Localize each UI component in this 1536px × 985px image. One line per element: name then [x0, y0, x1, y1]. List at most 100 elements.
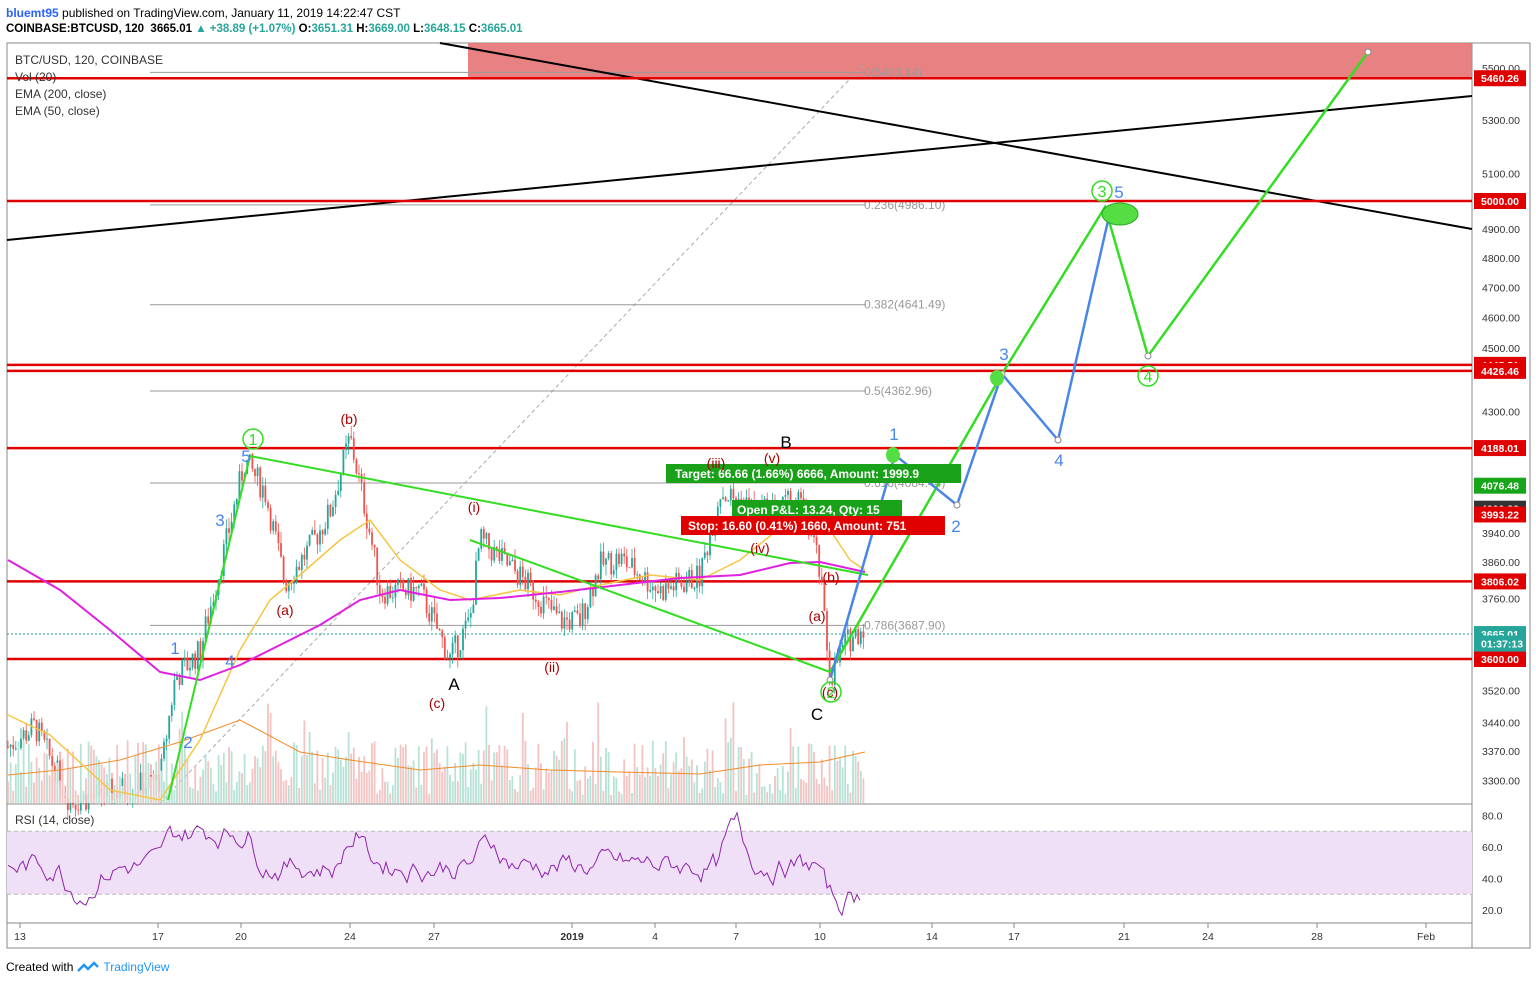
- wave-label: 5: [1114, 183, 1123, 202]
- brand-name[interactable]: TradingView: [103, 960, 170, 974]
- ema200-line: [7, 559, 866, 682]
- volume-bar: [735, 791, 737, 803]
- volume-bar: [729, 737, 732, 803]
- volume-bar: [651, 740, 654, 803]
- volume-bar: [332, 772, 334, 803]
- volume-bar: [48, 775, 51, 803]
- wave-label: (i): [468, 499, 480, 515]
- candle-body: [485, 533, 488, 539]
- candle-body: [516, 571, 519, 585]
- candle-body: [264, 485, 267, 503]
- volume-bar: [779, 790, 782, 803]
- author-name[interactable]: bluemt95: [6, 6, 59, 20]
- volume-bar: [87, 741, 90, 803]
- candle-body: [716, 506, 719, 522]
- volume-bar: [485, 706, 488, 803]
- volume-bar: [178, 728, 181, 803]
- projection-blue-path: [828, 211, 1112, 681]
- volume-bar: [243, 753, 246, 803]
- candle-body: [342, 449, 345, 474]
- volume-bar: [664, 741, 667, 803]
- close-value: 3665.01: [480, 23, 523, 35]
- wave-label: 1: [889, 425, 898, 444]
- level-tag: [1474, 362, 1526, 379]
- wave-circle-icon: [820, 681, 842, 703]
- level-tag: [1474, 193, 1526, 209]
- volume-bar: [7, 781, 9, 803]
- candle-body: [373, 544, 376, 548]
- wave-label: 2: [951, 517, 960, 536]
- close-label: C:: [468, 23, 481, 35]
- legend-title: BTC/USD, 120, COINBASE: [15, 53, 164, 67]
- candle-body: [306, 545, 308, 560]
- volume-bar: [719, 782, 722, 803]
- node-ellipse: [886, 447, 900, 463]
- volume-bar: [807, 743, 810, 803]
- volume-bar: [59, 780, 61, 803]
- candle-body: [404, 590, 407, 596]
- low-value: 3648.15: [424, 23, 466, 35]
- price-tick-label: 5300.00: [1482, 115, 1520, 127]
- volume-bar: [553, 750, 555, 803]
- volume-bar: [14, 764, 17, 803]
- volume-bar: [584, 766, 587, 803]
- price-tick-label: 3520.00: [1482, 685, 1520, 697]
- wedge-leg-line: [469, 539, 831, 673]
- volume-bar: [165, 750, 168, 803]
- volume-bar: [602, 790, 605, 803]
- volume-bar: [852, 750, 854, 803]
- candle-body: [644, 572, 646, 584]
- candle-body: [363, 482, 366, 514]
- volume-bar: [293, 742, 295, 803]
- volume-bar: [355, 778, 358, 803]
- wave-label: (a): [808, 608, 825, 624]
- volume-bar: [334, 746, 337, 803]
- candle-body: [846, 629, 849, 634]
- volume-bar: [763, 786, 766, 803]
- volume-bar: [599, 756, 602, 803]
- volume-bar: [407, 765, 410, 803]
- volume-bar: [69, 768, 72, 803]
- volume-bar: [524, 740, 527, 803]
- volume-bar: [43, 752, 46, 803]
- candle-body: [194, 653, 197, 669]
- volume-bar: [228, 747, 230, 803]
- candle-body: [467, 617, 470, 621]
- wave-label: 2: [183, 733, 192, 752]
- price-tick-label: 4600.00: [1482, 312, 1520, 324]
- volume-bar: [316, 750, 319, 803]
- candle-body: [599, 551, 602, 580]
- volume-bar: [495, 752, 498, 803]
- candle-body: [111, 778, 113, 801]
- candle-body: [828, 650, 831, 683]
- candle-body: [313, 530, 316, 535]
- volume-bar: [521, 712, 524, 803]
- time-tick-label: 17: [152, 931, 164, 943]
- candle-body: [72, 801, 74, 805]
- volume-bar: [761, 786, 763, 803]
- volume-bar: [290, 776, 293, 803]
- candle-body: [545, 596, 548, 598]
- volume-bar: [849, 792, 852, 803]
- candle-body: [25, 730, 28, 741]
- candle-body: [664, 583, 667, 600]
- candle-body: [139, 772, 142, 794]
- candle-body: [506, 553, 509, 566]
- volume-bar: [256, 758, 259, 803]
- time-tick-label: 24: [344, 931, 356, 943]
- volume-bar: [456, 781, 459, 803]
- candle-body: [176, 676, 178, 681]
- candle-body: [558, 611, 561, 614]
- path-node: [1144, 352, 1152, 360]
- wave-label: 4: [1054, 451, 1063, 470]
- volume-bar: [436, 749, 438, 803]
- candle-body: [358, 473, 360, 475]
- volume-bar: [529, 790, 532, 803]
- volume-bar: [40, 780, 43, 803]
- candle-body: [254, 468, 256, 477]
- volume-bar: [498, 745, 501, 803]
- candle-body: [859, 631, 862, 645]
- volume-bar: [464, 742, 467, 803]
- candle-body: [677, 572, 680, 582]
